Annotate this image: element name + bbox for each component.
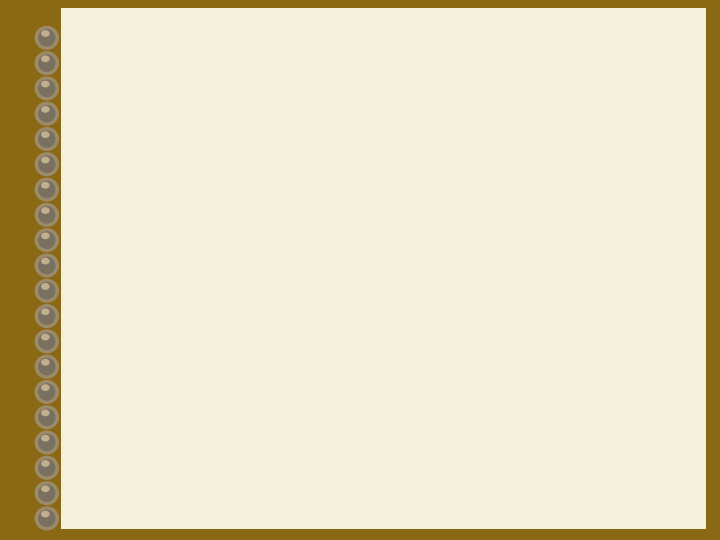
- Text: Release of Chemical Mediators
(Prostaglandins): Release of Chemical Mediators (Prostagla…: [356, 207, 668, 246]
- Text: Cell Death: Cell Death: [441, 348, 545, 366]
- Text: Spasm: Spasm: [143, 348, 211, 366]
- Text: Stimulus: Stimulus: [210, 124, 299, 142]
- Text: Pain: Pain: [181, 234, 225, 252]
- Text: Hypoxia: Hypoxia: [297, 447, 379, 465]
- Text: Pain-Spasm Cycle: Pain-Spasm Cycle: [277, 28, 554, 56]
